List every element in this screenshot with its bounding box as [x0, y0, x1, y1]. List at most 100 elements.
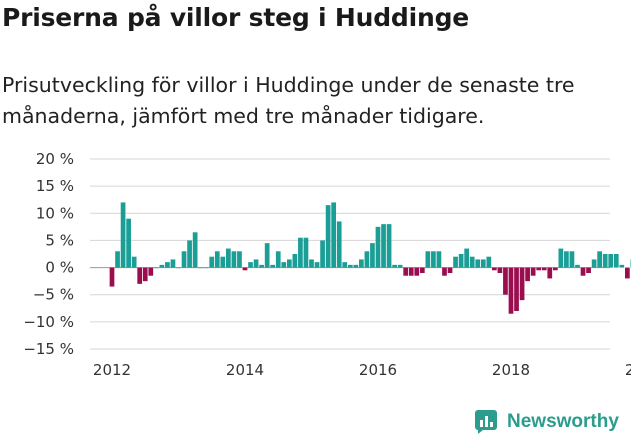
bar [220, 256, 226, 268]
newsworthy-logo[interactable]: Newsworthy [474, 407, 619, 437]
bar [364, 251, 370, 268]
y-tick-label: 20 % [36, 150, 74, 168]
bar [425, 251, 431, 268]
bar [575, 264, 580, 268]
bar [303, 237, 309, 268]
bar [530, 267, 536, 276]
bar-series [109, 202, 631, 314]
bar [237, 251, 242, 268]
bar [142, 267, 148, 282]
bar [375, 226, 381, 268]
bar [580, 267, 586, 276]
bar [386, 224, 392, 268]
bar [564, 251, 569, 268]
bar [547, 267, 553, 279]
bar [137, 267, 143, 284]
bar [170, 259, 176, 268]
bar [608, 254, 614, 268]
bar [131, 256, 137, 268]
bar [342, 262, 348, 268]
bar [187, 240, 192, 268]
x-tick-label: 2014 [226, 361, 264, 379]
y-tick-label: −10 % [23, 313, 74, 331]
bar [198, 267, 204, 269]
bar [370, 243, 375, 268]
bar [403, 267, 409, 276]
bar [602, 254, 608, 268]
y-tick-label: 10 % [36, 204, 74, 222]
bar [153, 267, 159, 269]
bar [359, 259, 364, 268]
bar [436, 251, 442, 268]
y-axis-ticks: 20 % 15 % 10 % 5 % 0 % −5 % −10 % −15 % [23, 150, 74, 358]
bar [458, 254, 464, 268]
bar [331, 202, 337, 268]
bar [475, 259, 481, 268]
x-tick-label: 2012 [93, 361, 131, 379]
y-tick-label: −5 % [33, 286, 74, 304]
bar [586, 267, 591, 273]
bar [347, 264, 353, 268]
bar [353, 264, 359, 268]
bar [226, 248, 231, 268]
bar [176, 267, 181, 269]
x-tick-label: 2016 [359, 361, 397, 379]
bar [519, 267, 525, 301]
bar [336, 221, 342, 268]
bar [503, 267, 508, 295]
bar [414, 267, 420, 276]
bar [203, 267, 209, 269]
bar [292, 254, 298, 268]
bar [497, 267, 503, 273]
bar [325, 205, 331, 268]
bar [275, 251, 281, 268]
bar [298, 237, 303, 268]
bar [314, 262, 320, 268]
bar [597, 251, 602, 268]
bar [552, 267, 558, 271]
bar [453, 256, 458, 268]
bar [569, 251, 575, 268]
bar [525, 267, 530, 282]
bar [264, 243, 270, 268]
bar [270, 264, 276, 268]
bar [619, 264, 625, 268]
y-tick-label: 0 % [45, 259, 74, 277]
bar [492, 267, 497, 271]
bar [613, 254, 619, 268]
bar [480, 259, 486, 268]
bar [309, 259, 314, 268]
bar [115, 251, 120, 268]
bar [281, 262, 287, 268]
bar [165, 262, 170, 268]
bar [320, 240, 325, 268]
bar [558, 248, 564, 268]
bar [464, 248, 470, 268]
bar [231, 251, 237, 268]
y-tick-label: 5 % [45, 231, 74, 249]
bar [469, 256, 475, 268]
bar [508, 267, 514, 314]
bar [392, 264, 397, 268]
newsworthy-logo-text: Newsworthy [507, 411, 619, 432]
x-axis-ticks: 20122014201620182020202220242026 [93, 361, 631, 379]
bar [159, 264, 165, 268]
bar [259, 264, 264, 268]
bar [214, 251, 220, 268]
x-tick-label: 2018 [492, 361, 530, 379]
bar [486, 256, 492, 268]
bar [248, 262, 253, 268]
bar [253, 259, 259, 268]
bar [109, 267, 115, 287]
bar [148, 267, 154, 276]
x-tick-label: 2020 [625, 361, 631, 379]
bar [514, 267, 519, 311]
bar [431, 251, 436, 268]
bar [397, 264, 403, 268]
bar [442, 267, 447, 276]
bar [209, 256, 215, 268]
chart-title: Priserna på villor steg i Huddinge [2, 3, 470, 32]
gridlines [90, 158, 610, 350]
bar [286, 259, 292, 268]
